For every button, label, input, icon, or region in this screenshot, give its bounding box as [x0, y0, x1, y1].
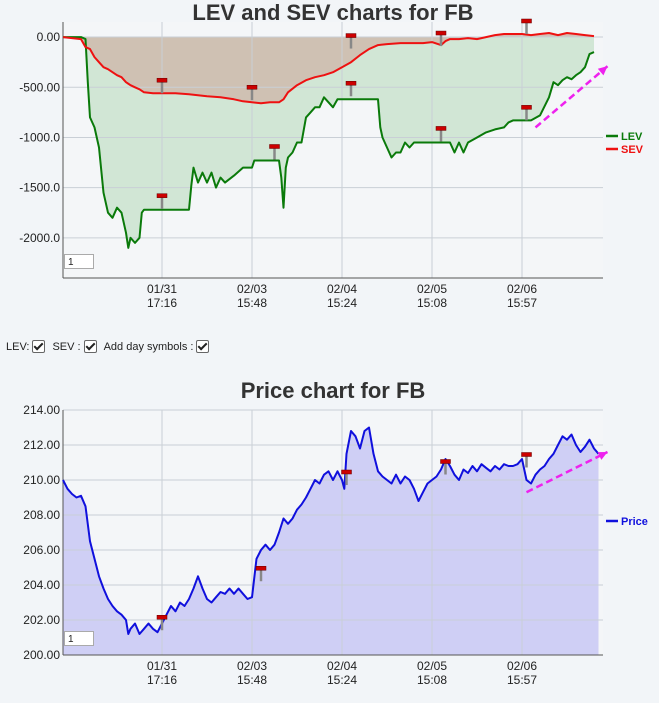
- series-line-sev: [62, 32, 595, 105]
- lev-label: LEV:: [6, 340, 30, 353]
- y-tick-label: 200.00: [23, 648, 60, 662]
- day-symbol-marker: [246, 85, 258, 101]
- trend-arrow-head: [597, 66, 608, 76]
- x-tick-date: 02/04: [327, 282, 357, 296]
- lev-sev-chart: LEV and SEV charts for FB 0.00 -500.00 -100…: [19, 0, 644, 310]
- price-zoom-input[interactable]: 1: [64, 631, 94, 646]
- sev-label: SEV :: [52, 340, 81, 353]
- day-symbol-marker: [440, 459, 451, 475]
- day-symbol-marker: [345, 80, 357, 97]
- y-tick-label: 208.00: [23, 508, 60, 522]
- day-symbol-marker: [521, 105, 532, 121]
- x-tick-time: 15:24: [327, 296, 357, 310]
- price-chart: Price chart for FB 214.00 212.00 210.00 208.…: [23, 378, 648, 687]
- y-tick-label: 212.00: [23, 438, 60, 452]
- y-tick-label: 214.00: [23, 403, 60, 417]
- x-tick-date: 02/06: [507, 659, 537, 673]
- x-tick-time: 15:48: [237, 673, 267, 687]
- chart-controls: LEV: SEV : Add day symbols :: [6, 340, 213, 353]
- trend-arrow-head: [597, 452, 608, 460]
- series-line-price: [62, 426, 600, 635]
- day-symbol-marker: [269, 144, 280, 160]
- day-symbol-marker: [156, 77, 168, 94]
- legend-label-price: Price: [621, 516, 648, 528]
- trend-arrow: [534, 65, 609, 129]
- x-tick-time: 15:08: [417, 673, 447, 687]
- area-sev: [63, 33, 594, 104]
- day-symbol-marker: [156, 615, 168, 631]
- x-tick-date: 02/06: [507, 282, 537, 296]
- y-tick-label: 206.00: [23, 543, 60, 557]
- day-symbols-checkbox[interactable]: [196, 340, 210, 353]
- y-tick-label: -500.00: [19, 80, 60, 94]
- legend-label-lev: LEV: [621, 131, 643, 143]
- x-tick-time: 17:16: [147, 296, 177, 310]
- x-tick-date: 02/03: [237, 282, 267, 296]
- x-tick-date: 01/31: [147, 659, 177, 673]
- day-symbol-marker: [156, 193, 168, 209]
- chart-title: LEV and SEV charts for FB: [192, 0, 473, 25]
- lev-checkbox[interactable]: [32, 340, 46, 353]
- series-line-lev: [63, 36, 595, 249]
- x-tick-date: 02/03: [237, 659, 267, 673]
- x-tick-time: 15:57: [507, 673, 537, 687]
- x-tick-date: 02/04: [327, 659, 357, 673]
- x-tick-date: 02/05: [417, 282, 447, 296]
- x-tick-time: 15:57: [507, 296, 537, 310]
- chart-title: Price chart for FB: [241, 378, 426, 403]
- legend-label-sev: SEV: [621, 144, 644, 156]
- x-tick-time: 15:24: [327, 673, 357, 687]
- x-tick-time: 17:16: [147, 673, 177, 687]
- y-tick-label: 204.00: [23, 578, 60, 592]
- trend-arrow: [525, 450, 609, 494]
- x-tick-date: 01/31: [147, 282, 177, 296]
- y-tick-label: -1000.0: [19, 130, 60, 144]
- area-price: [63, 427, 599, 655]
- sev-checkbox[interactable]: [83, 340, 97, 353]
- day-symbol-marker: [435, 30, 447, 47]
- lev-zoom-input[interactable]: 1: [64, 254, 94, 269]
- y-tick-label: -1500.0: [19, 181, 60, 195]
- day-symbol-marker: [255, 566, 267, 582]
- x-tick-date: 02/05: [417, 659, 447, 673]
- y-tick-label: 0.00: [37, 30, 61, 44]
- y-tick-label: 202.00: [23, 613, 60, 627]
- day-symbol-marker: [521, 452, 532, 468]
- day-symbol-marker: [521, 18, 532, 34]
- x-tick-time: 15:48: [237, 296, 267, 310]
- day-symbol-marker: [435, 126, 447, 142]
- day-symbols-label: Add day symbols :: [103, 340, 194, 353]
- x-tick-time: 15:08: [417, 296, 447, 310]
- day-symbol-marker: [345, 33, 357, 49]
- y-tick-label: 210.00: [23, 473, 60, 487]
- y-tick-label: -2000.0: [19, 231, 60, 245]
- day-symbol-marker: [341, 469, 352, 485]
